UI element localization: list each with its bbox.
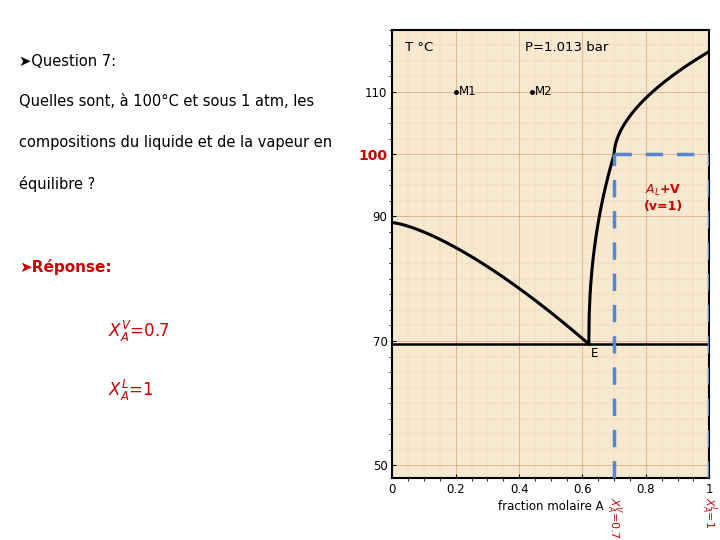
Text: M2: M2 [535,85,552,98]
Text: compositions du liquide et de la vapeur en: compositions du liquide et de la vapeur … [19,135,333,150]
Text: équilibre ?: équilibre ? [19,176,96,192]
Text: $X_A^L$=1: $X_A^L$=1 [699,497,719,528]
Text: Quelles sont, à 100°C et sous 1 atm, les: Quelles sont, à 100°C et sous 1 atm, les [19,94,315,110]
Text: M1: M1 [459,85,477,98]
Text: E: E [590,347,598,360]
Text: ➤Réponse:: ➤Réponse: [19,259,112,275]
Text: $X_A^V$=0.7: $X_A^V$=0.7 [604,497,624,538]
Text: ➤Question 7:: ➤Question 7: [19,54,117,69]
Text: P=1.013 bar: P=1.013 bar [526,41,609,54]
Text: $X_A^L$=1: $X_A^L$=1 [108,378,153,403]
Text: $A_L$+V
(v=1): $A_L$+V (v=1) [644,183,683,213]
Text: T °C: T °C [405,41,433,54]
X-axis label: fraction molaire A: fraction molaire A [498,500,603,513]
Text: $X_A^V$=0.7: $X_A^V$=0.7 [108,319,169,343]
